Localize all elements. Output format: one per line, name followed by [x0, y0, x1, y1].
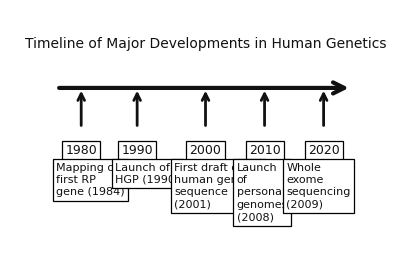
Text: Launch of
HGP (1990): Launch of HGP (1990) — [115, 162, 180, 185]
Text: 1980: 1980 — [65, 144, 97, 157]
Text: 2000: 2000 — [190, 144, 221, 157]
Text: 1990: 1990 — [122, 144, 153, 157]
Text: Launch
of
personal
genomes
(2008): Launch of personal genomes (2008) — [237, 162, 288, 222]
Text: Timeline of Major Developments in Human Genetics: Timeline of Major Developments in Human … — [25, 37, 386, 52]
Text: 2020: 2020 — [308, 144, 340, 157]
Text: First draft of
human genome
sequence
(2001): First draft of human genome sequence (20… — [174, 162, 263, 210]
Text: Mapping of
first RP
gene (1984): Mapping of first RP gene (1984) — [56, 162, 125, 197]
Text: 2010: 2010 — [249, 144, 280, 157]
Text: Whole
exome
sequencing
(2009): Whole exome sequencing (2009) — [286, 162, 351, 210]
